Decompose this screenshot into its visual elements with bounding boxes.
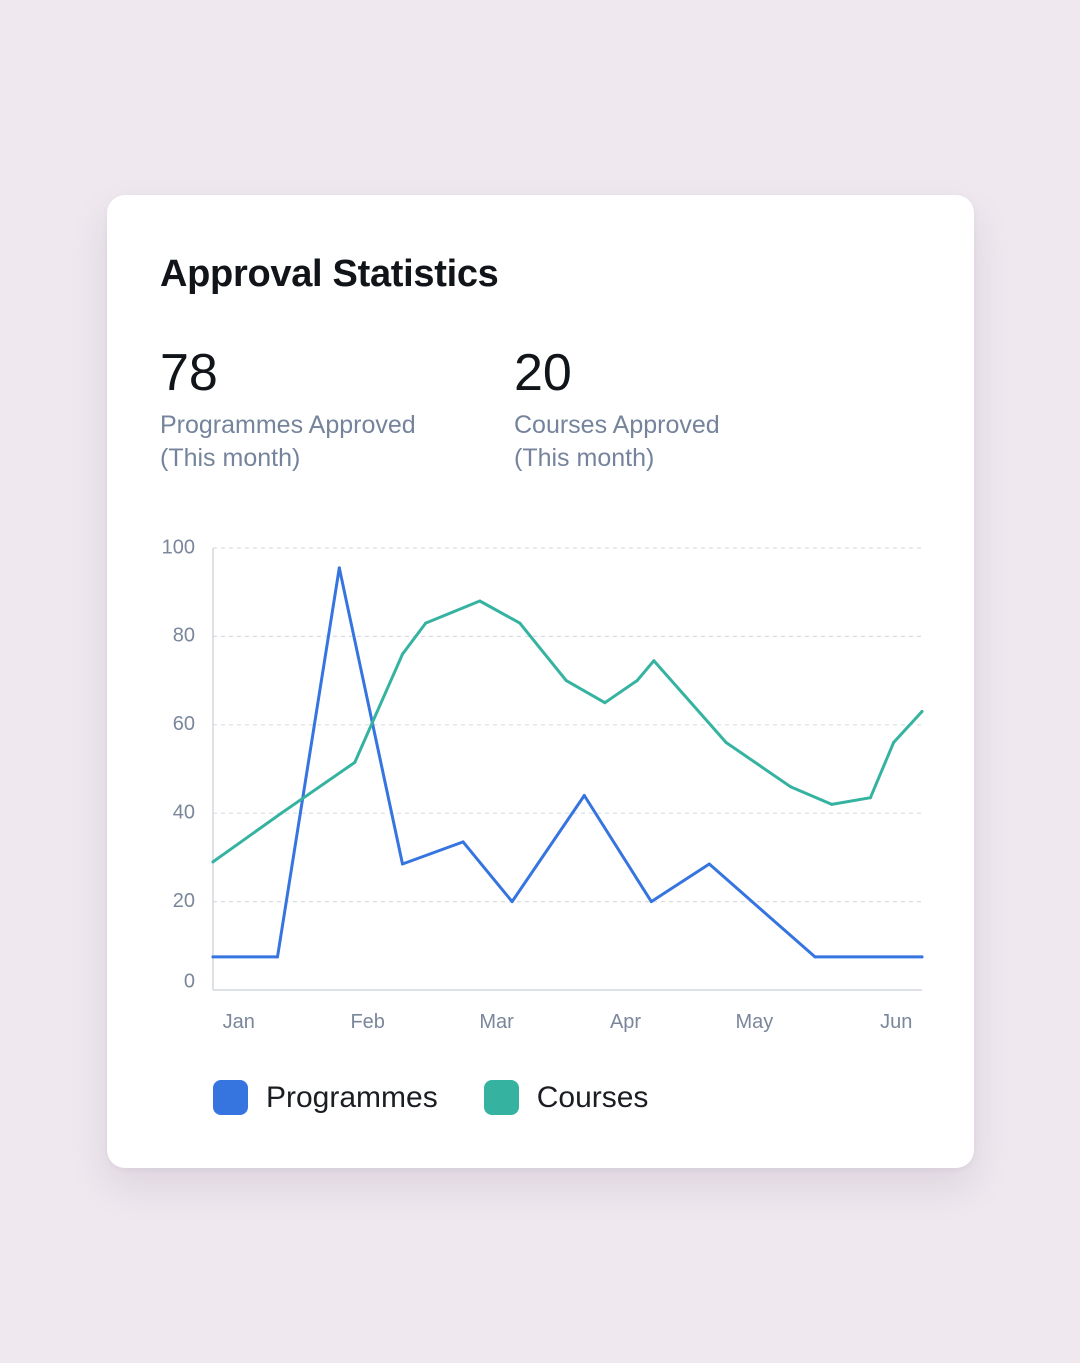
data-point-courses xyxy=(279,811,283,815)
data-point-programmes xyxy=(211,955,215,959)
chart-labels: 0 20 40 60 80 100 Jan Feb Mar Apr May Jun xyxy=(162,536,913,1033)
data-point-courses xyxy=(424,621,428,625)
data-point-programmes xyxy=(400,862,404,866)
x-tick-label-feb: Feb xyxy=(350,1011,384,1033)
data-point-programmes xyxy=(920,955,924,959)
chart-grid xyxy=(213,547,922,903)
legend-label-courses: Courses xyxy=(536,1080,649,1114)
chart-legend: Programmes Courses xyxy=(213,1080,694,1115)
data-point-courses xyxy=(830,802,834,806)
courses-approved-label-line1: Courses Approved xyxy=(514,411,720,439)
legend-swatch-courses xyxy=(483,1080,519,1115)
y-tick-label: 0 xyxy=(184,970,195,992)
data-point-programmes xyxy=(461,840,465,844)
data-point-courses xyxy=(478,599,482,603)
programmes-approved-label: Programmes Approved (This month) xyxy=(160,409,416,475)
data-point-programmes xyxy=(649,900,653,904)
data-point-programmes xyxy=(813,955,817,959)
data-point-courses xyxy=(868,796,872,800)
approval-line-chart: 0 20 40 60 80 100 Jan Feb Mar Apr May Jun xyxy=(162,536,924,1033)
x-tick-label-apr: Apr xyxy=(610,1011,641,1033)
data-point-courses xyxy=(724,740,728,744)
data-point-courses xyxy=(892,740,896,744)
legend-swatch-programmes xyxy=(213,1080,248,1115)
programmes-approved-label-line1: Programmes Approved xyxy=(160,411,416,439)
courses-approved-label: Courses Approved (This month) xyxy=(514,409,720,475)
series-line-programmes[interactable] xyxy=(211,566,924,959)
data-point-courses xyxy=(211,860,215,864)
data-point-courses xyxy=(789,785,793,789)
legend-item-programmes[interactable]: Programmes xyxy=(213,1080,438,1115)
card-title: Approval Statistics xyxy=(160,253,499,295)
chart-series xyxy=(211,566,924,959)
data-point-courses xyxy=(564,679,568,683)
x-tick-label-jun: Jun xyxy=(880,1011,912,1033)
x-tick-label-may: May xyxy=(736,1011,774,1033)
courses-approved-label-line2: (This month) xyxy=(514,444,655,472)
x-tick-label-jan: Jan xyxy=(223,1011,255,1033)
data-point-programmes xyxy=(275,955,279,959)
chart-axes xyxy=(212,548,922,991)
data-point-courses xyxy=(400,652,404,656)
courses-approved-value: 20 xyxy=(514,344,572,402)
programmes-approved-label-line2: (This month) xyxy=(160,444,301,472)
data-point-courses xyxy=(652,659,656,663)
y-tick-label: 60 xyxy=(173,713,195,735)
x-tick-label-mar: Mar xyxy=(479,1011,514,1033)
legend-label-programmes: Programmes xyxy=(266,1080,438,1114)
data-point-programmes xyxy=(337,566,341,570)
data-point-programmes xyxy=(510,900,514,904)
y-tick-label: 20 xyxy=(173,890,195,912)
y-tick-label: 40 xyxy=(173,801,195,823)
programmes-approved-value: 78 xyxy=(160,344,218,402)
data-point-courses xyxy=(353,760,357,764)
data-point-programmes xyxy=(582,794,586,798)
y-tick-label: 80 xyxy=(173,625,195,647)
programmes-approved-stat: 78 Programmes Approved (This month) xyxy=(160,343,416,475)
y-tick-label: 100 xyxy=(162,536,195,558)
data-point-courses xyxy=(635,679,639,683)
data-point-programmes xyxy=(707,862,711,866)
data-point-courses xyxy=(920,710,924,714)
courses-approved-stat: 20 Courses Approved (This month) xyxy=(514,343,720,475)
data-point-courses xyxy=(603,701,607,705)
approval-statistics-card: Approval Statistics 78 Programmes Approv… xyxy=(107,195,974,1168)
data-point-courses xyxy=(518,621,522,625)
legend-item-courses[interactable]: Courses xyxy=(483,1080,649,1115)
